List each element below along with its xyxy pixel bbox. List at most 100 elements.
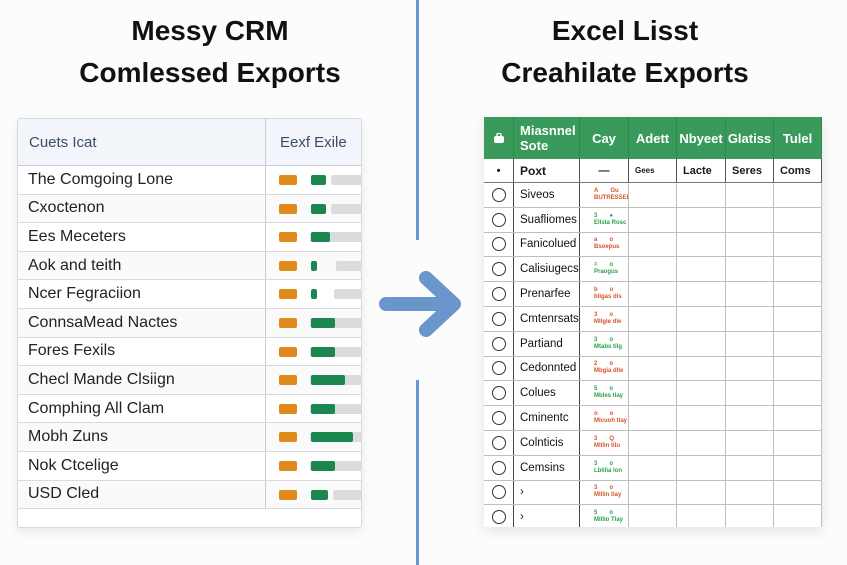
excel-empty-cell[interactable] [677,183,726,207]
excel-empty-cell[interactable] [774,480,822,505]
excel-empty-cell[interactable] [726,406,774,430]
row-select-radio[interactable] [491,237,506,252]
excel-empty-cell[interactable] [774,331,822,356]
excel-empty-cell[interactable] [726,430,774,455]
excel-empty-cell[interactable] [774,207,822,232]
excel-empty-cell[interactable] [726,455,774,480]
excel-empty-cell[interactable] [629,331,677,356]
excel-empty-cell[interactable] [774,381,822,406]
excel-empty-cell[interactable] [629,406,677,430]
excel-empty-cell[interactable] [726,257,774,282]
row-select-radio[interactable] [491,485,506,500]
excel-empty-cell[interactable] [774,183,822,207]
excel-empty-cell[interactable] [629,282,677,306]
excel-col-header-3[interactable]: Adett [629,117,677,159]
excel-empty-cell[interactable] [629,381,677,406]
excel-empty-cell[interactable] [774,406,822,430]
crm-table-row[interactable]: Checl Mande Clsiign [18,366,361,395]
excel-empty-cell[interactable] [726,232,774,257]
excel-empty-cell[interactable] [677,505,726,527]
crm-table-row[interactable]: Aok and teith [18,251,361,281]
excel-empty-cell[interactable] [629,306,677,331]
excel-empty-cell[interactable] [774,257,822,282]
crm-table-row[interactable]: Cxoctenon [18,194,361,224]
excel-empty-cell[interactable] [629,232,677,257]
crm-table-row[interactable]: Mobh Zuns [18,423,361,452]
excel-table-row[interactable]: Cmtenrsats 3 o Mllgie dle [484,306,822,332]
row-select-radio[interactable] [491,262,506,277]
excel-col-header-6[interactable]: Tulel [774,117,822,159]
excel-empty-cell[interactable] [774,282,822,306]
row-select-radio[interactable] [491,361,506,376]
row-select-radio[interactable] [491,435,506,450]
row-select-radio[interactable] [491,287,506,302]
excel-empty-cell[interactable] [677,331,726,356]
excel-empty-cell[interactable] [629,257,677,282]
excel-table-row[interactable]: Siveos A Gu BUTRESSEI [484,183,822,208]
row-select-radio[interactable] [491,386,506,401]
excel-empty-cell[interactable] [774,430,822,455]
excel-table-row[interactable]: Suafliomes 3 ● Ellsta Rosc [484,207,822,233]
crm-table-row[interactable]: Comphing All Clam [18,394,361,424]
excel-empty-cell[interactable] [629,480,677,505]
excel-empty-cell[interactable] [677,455,726,480]
excel-empty-cell[interactable] [726,356,774,381]
excel-empty-cell[interactable] [629,207,677,232]
row-select-radio[interactable] [491,336,506,351]
excel-table-row[interactable]: Prenarfee b o bllgas dis [484,282,822,307]
excel-empty-cell[interactable] [629,505,677,527]
crm-table-row[interactable]: ConnsaMead Nactes [18,308,361,338]
excel-table-row[interactable]: Fanicolued a o Bsoepus [484,232,822,258]
crm-table-row[interactable]: Ncer Fegraciion [18,280,361,309]
excel-empty-cell[interactable] [774,306,822,331]
excel-empty-cell[interactable] [677,232,726,257]
excel-empty-cell[interactable] [629,430,677,455]
excel-table-row[interactable]: Colues 5 o Mbles tlay [484,381,822,407]
excel-empty-cell[interactable] [677,282,726,306]
row-select-radio[interactable] [491,411,506,426]
excel-table-row[interactable]: Cedonnted 2 o Mbgia dlle [484,356,822,382]
excel-empty-cell[interactable] [726,306,774,331]
excel-empty-cell[interactable] [677,207,726,232]
excel-empty-cell[interactable] [774,505,822,527]
excel-table-row[interactable]: Partiand 3 o Mtabs tilg [484,331,822,357]
crm-table-row[interactable]: Fores Fexils [18,337,361,367]
excel-col-header-1[interactable]: Miasnnel Sote [514,117,580,159]
excel-empty-cell[interactable] [677,257,726,282]
excel-empty-cell[interactable] [677,406,726,430]
excel-empty-cell[interactable] [726,183,774,207]
excel-table-row[interactable]: Colnticis 3 Q Mlllin tilu [484,430,822,456]
row-select-radio[interactable] [491,212,506,227]
crm-table-row[interactable]: USD Cled [18,480,361,510]
excel-empty-cell[interactable] [774,232,822,257]
excel-empty-cell[interactable] [774,455,822,480]
row-select-radio[interactable] [491,311,506,326]
crm-table-row[interactable]: Ees Meceters [18,223,361,252]
excel-col-header-4[interactable]: Nbyeet [677,117,726,159]
excel-table-row[interactable]: Calisiugecs = o Praogus [484,257,822,283]
crm-table-row[interactable]: Nok Ctcelige [18,451,361,481]
excel-empty-cell[interactable] [726,207,774,232]
row-select-radio[interactable] [491,510,506,525]
excel-col-header-5[interactable]: Glatiss [726,117,774,159]
excel-empty-cell[interactable] [677,381,726,406]
crm-table-row[interactable]: The Comgoing Lone [18,166,361,195]
excel-empty-cell[interactable] [726,381,774,406]
excel-empty-cell[interactable] [726,505,774,527]
excel-empty-cell[interactable] [726,480,774,505]
excel-empty-cell[interactable] [629,356,677,381]
excel-empty-cell[interactable] [726,331,774,356]
excel-empty-cell[interactable] [677,306,726,331]
excel-empty-cell[interactable] [677,430,726,455]
excel-empty-cell[interactable] [629,183,677,207]
excel-table-row[interactable]: Cminentc o o Mlcuoh tlay [484,406,822,431]
excel-table-row[interactable]: Cemsins 3 o Lblilia lon [484,455,822,481]
excel-col-header-2[interactable]: Cay [580,117,629,159]
excel-empty-cell[interactable] [629,455,677,480]
excel-empty-cell[interactable] [774,356,822,381]
row-select-radio[interactable] [491,460,506,475]
excel-table-row[interactable]: › 5 o Mlllio Tlay [484,505,822,527]
excel-table-row[interactable]: › 3 o Mlllin tlay [484,480,822,506]
row-select-radio[interactable] [491,187,506,202]
excel-empty-cell[interactable] [677,480,726,505]
